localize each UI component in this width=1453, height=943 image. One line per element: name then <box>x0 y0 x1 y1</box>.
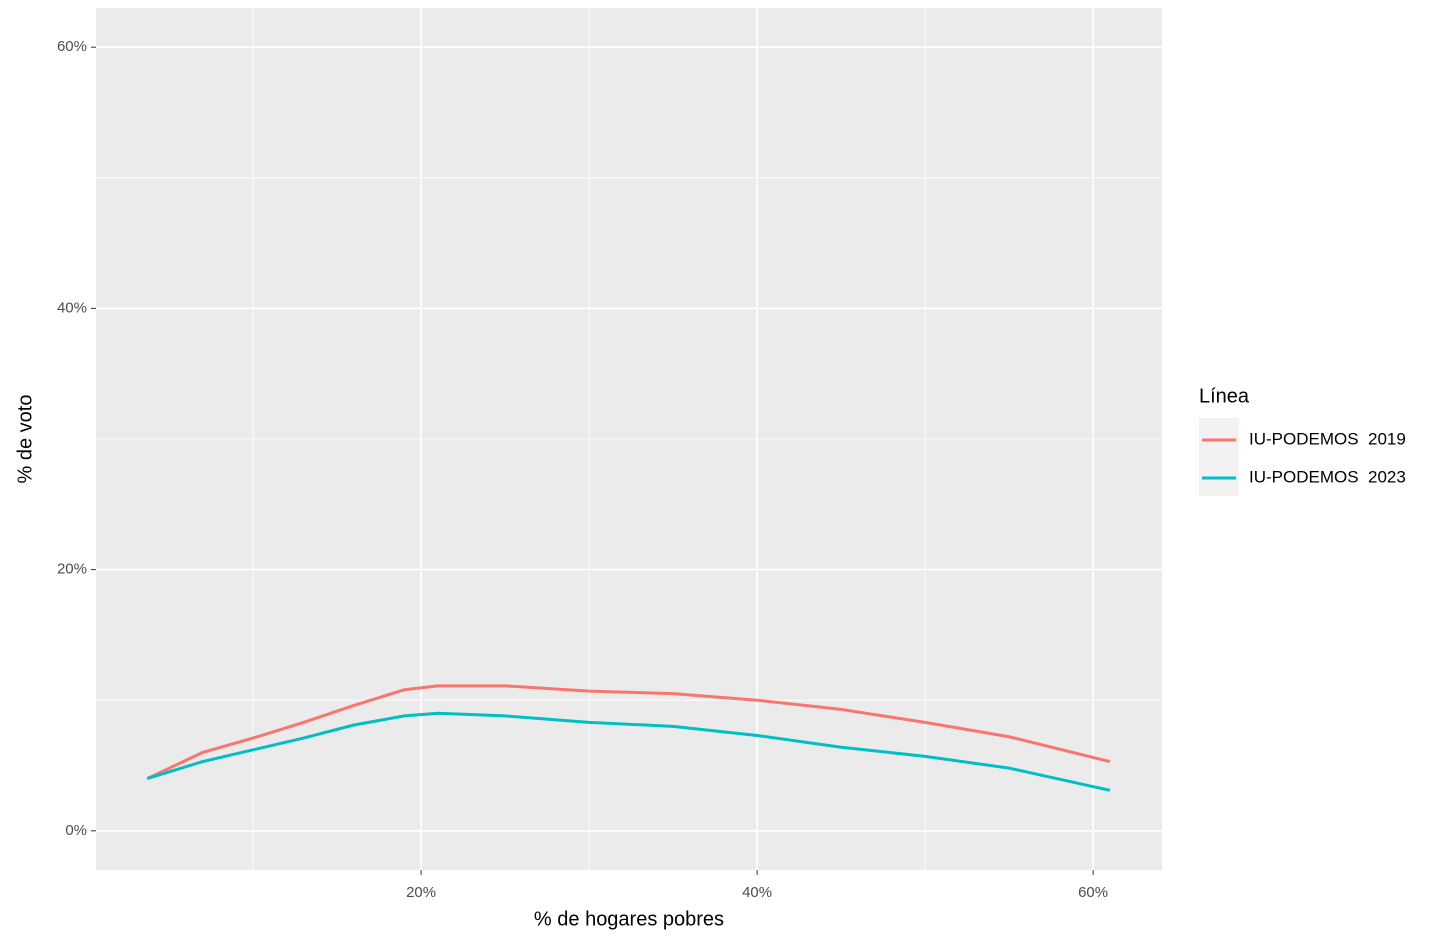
y-axis-title: % de voto <box>14 395 36 484</box>
legend-title: Línea <box>1199 385 1250 407</box>
legend-background <box>1199 418 1239 496</box>
x-axis-title: % de hogares pobres <box>534 908 724 930</box>
series-line <box>146 684 1111 780</box>
y-tick-label: 0% <box>65 822 87 839</box>
legend-label: IU-PODEMOS 2023 <box>1249 467 1406 486</box>
x-tick-label: 60% <box>1078 884 1108 901</box>
x-tick-label: 20% <box>406 884 436 901</box>
legend-label: IU-PODEMOS 2019 <box>1249 429 1406 448</box>
y-tick-label: 40% <box>57 299 87 316</box>
x-tick-label: 40% <box>742 884 772 901</box>
y-tick-label: 20% <box>57 561 87 578</box>
y-tick-label: 60% <box>57 38 87 55</box>
series-line <box>146 711 1111 792</box>
